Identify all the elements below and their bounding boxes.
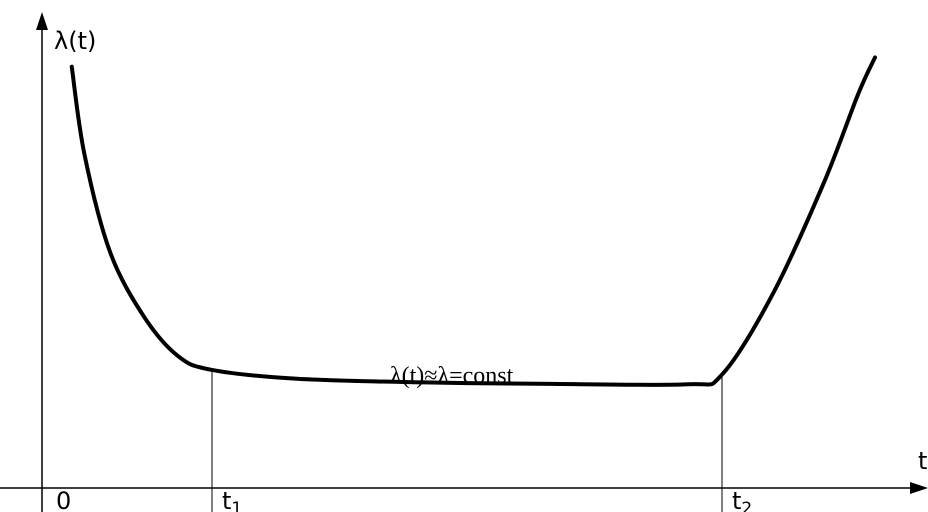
x-tick-label-sub-1: 1 xyxy=(231,499,242,512)
series-layer xyxy=(69,55,877,387)
x-tick-label-1: t1 xyxy=(222,487,242,512)
x-axis-arrowhead xyxy=(910,482,928,494)
x-axis-label: t xyxy=(918,447,927,475)
constant-rate-annotation: λ(t)≈λ=const xyxy=(390,363,514,389)
x-tick-label-sub-2: 2 xyxy=(741,499,752,512)
y-axis-label: λ(t) xyxy=(54,27,96,55)
markers-layer xyxy=(211,369,723,512)
y-axis-arrowhead xyxy=(36,12,48,30)
x-tick-label-0: 0 xyxy=(56,487,71,512)
axes-layer xyxy=(0,12,928,512)
x-tick-label-2: t2 xyxy=(732,487,752,512)
hazard-rate-curve xyxy=(69,55,877,387)
labels-layer: λ(t) t λ(t)≈λ=const 0 t1 t2 xyxy=(54,27,927,512)
